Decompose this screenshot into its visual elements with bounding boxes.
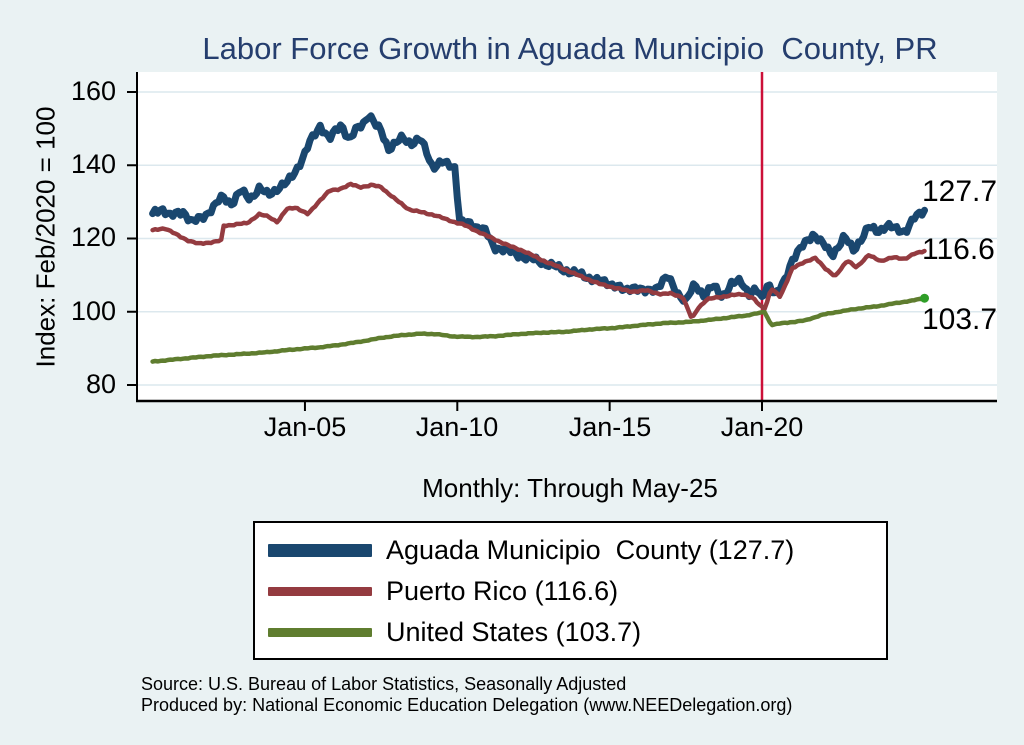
legend: Aguada Municipio County (127.7) Puerto R… bbox=[253, 521, 888, 660]
legend-swatch-united-states bbox=[268, 628, 372, 637]
legend-row-aguada: Aguada Municipio County (127.7) bbox=[255, 530, 886, 571]
legend-swatch-puerto-rico bbox=[268, 587, 372, 596]
series-line-puerto-rico bbox=[150, 181, 927, 319]
legend-row-puerto-rico: Puerto Rico (116.6) bbox=[255, 571, 886, 612]
x-tick-label-jan-15: Jan-15 bbox=[568, 412, 652, 442]
y-tick-label-80: 80 bbox=[85, 369, 116, 399]
legend-row-united-states: United States (103.7) bbox=[255, 612, 886, 653]
chart-title: Labor Force Growth in Aguada Municipio C… bbox=[202, 31, 938, 66]
legend-label-united-states: United States (103.7) bbox=[386, 617, 642, 647]
legend-label-aguada: Aguada Municipio County (127.7) bbox=[386, 535, 795, 565]
x-tick-label-jan-05: Jan-05 bbox=[263, 412, 347, 442]
plot-background bbox=[137, 72, 997, 401]
chart-subtitle: Monthly: Through May-25 bbox=[422, 473, 718, 503]
series-line-aguada-municipio-county bbox=[149, 112, 928, 305]
series-line-united-states bbox=[150, 295, 927, 364]
y-tick-label-100: 100 bbox=[70, 296, 116, 326]
x-tick-label-jan-20: Jan-20 bbox=[720, 412, 804, 442]
plot-area bbox=[127, 72, 997, 411]
source-line-1: Source: U.S. Bureau of Labor Statistics,… bbox=[141, 674, 627, 694]
legend-swatch-aguada bbox=[268, 544, 372, 557]
legend-label-puerto-rico: Puerto Rico (116.6) bbox=[386, 576, 619, 606]
series-end-dot bbox=[920, 293, 930, 303]
x-tick-label-jan-10: Jan-10 bbox=[415, 412, 499, 442]
end-label-united-states: 103.7 bbox=[922, 303, 998, 336]
y-tick-label-140: 140 bbox=[70, 149, 116, 179]
source-line-2: Produced by: National Economic Education… bbox=[141, 695, 793, 715]
y-tick-label-160: 160 bbox=[70, 76, 116, 106]
end-label-aguada: 127.7 bbox=[922, 175, 998, 208]
end-label-puerto-rico: 116.6 bbox=[922, 233, 995, 266]
y-tick-label-120: 120 bbox=[70, 222, 116, 252]
